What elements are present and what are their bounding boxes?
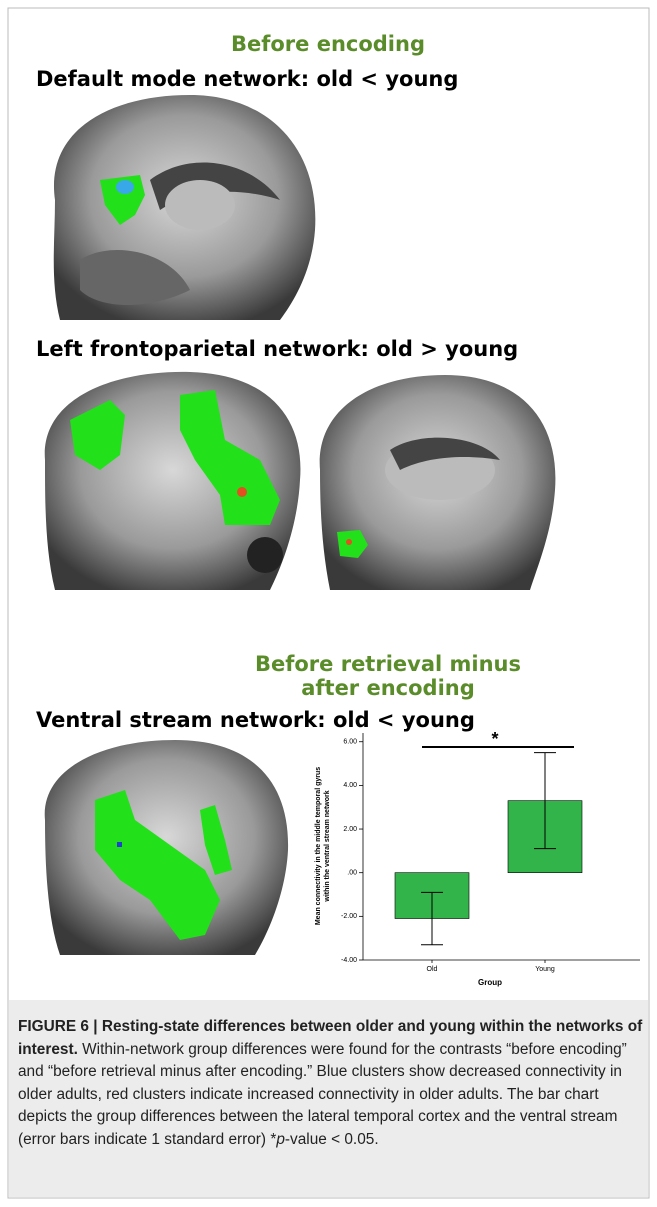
x-axis-label: Group — [478, 978, 502, 987]
y-tick-label: 2.00 — [343, 826, 357, 833]
section-heading: Before encoding — [231, 32, 425, 56]
section-heading: Before retrieval minus — [255, 652, 521, 676]
brain-image — [44, 740, 289, 955]
y-tick-label: -2.00 — [341, 913, 357, 920]
y-axis-label: within the ventral stream network — [324, 790, 331, 902]
caption-end: -value < 0.05. — [284, 1130, 379, 1148]
caption: FIGURE 6 | Resting-state differences bet… — [18, 1016, 644, 1151]
y-tick-label: -4.00 — [341, 957, 357, 964]
y-axis-label: Mean connectivity in the middle temporal… — [315, 767, 322, 925]
caption-box — [9, 1000, 648, 1197]
network-heading: Ventral stream network: old < young — [36, 708, 475, 732]
brain-image — [53, 95, 316, 320]
x-tick-label: Young — [535, 966, 555, 973]
bar-chart: -4.00 -2.00 .00 2.00 4.00 6.00 Old Young * Group M… — [315, 729, 640, 987]
annotation: * — [491, 729, 498, 749]
brain-image — [44, 371, 301, 590]
network-heading: Default mode network: old < young — [36, 67, 458, 91]
caption-title: FIGURE 6 | Resting-state differences bet… — [18, 1018, 643, 1058]
network-heading: Left frontoparietal network: old > young — [36, 337, 518, 361]
y-tick-label: .00 — [347, 870, 357, 877]
y-tick-label: 4.00 — [343, 782, 357, 789]
x-tick-label: Old — [427, 966, 438, 973]
brain-image — [319, 375, 556, 590]
section-heading: after encoding — [301, 676, 475, 700]
figure-border — [7, 7, 650, 1199]
y-tick-label: 6.00 — [343, 739, 357, 746]
caption-text: Within-network group differences were fo… — [18, 1040, 627, 1148]
caption-italic: p — [276, 1130, 285, 1148]
caption-star: * — [270, 1130, 277, 1148]
